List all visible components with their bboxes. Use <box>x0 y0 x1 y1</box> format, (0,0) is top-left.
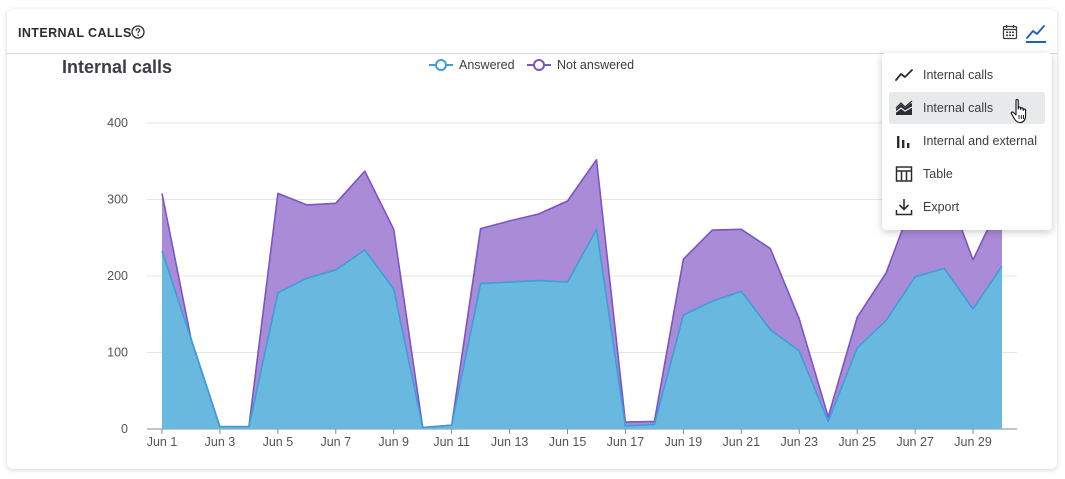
chart-type-button[interactable] <box>1025 22 1047 44</box>
x-tick-label: Jun 1 <box>147 435 178 449</box>
menu-item-label: Export <box>923 200 960 214</box>
x-tick-label: Jun 9 <box>378 435 409 449</box>
legend-label-not-answered: Not answered <box>557 58 634 72</box>
help-circle-icon[interactable] <box>131 25 145 39</box>
y-tick-label: 300 <box>107 193 128 207</box>
legend: Answered Not answered <box>429 58 634 72</box>
download-icon <box>895 199 913 216</box>
area-answered <box>162 229 1002 429</box>
x-tick-label: Jun 15 <box>549 435 587 449</box>
active-underline <box>1026 41 1046 43</box>
x-tick-label: Jun 29 <box>954 435 992 449</box>
series-line-answered <box>161 228 1003 429</box>
x-tick-label: Jun 11 <box>433 435 470 449</box>
y-tick-label: 400 <box>107 116 128 130</box>
y-tick-label: 100 <box>107 346 128 360</box>
y-tick-label: 200 <box>107 269 128 283</box>
table-icon <box>895 166 913 182</box>
x-tick-label: Jun 19 <box>665 435 703 449</box>
y-tick-label: 0 <box>121 422 128 436</box>
x-tick-label: Jun 3 <box>205 435 236 449</box>
legend-item-answered[interactable]: Answered <box>429 58 515 72</box>
x-tick-label: Jun 7 <box>320 435 351 449</box>
menu-item-internal-and-external[interactable]: Internal and external <box>889 125 1045 157</box>
x-tick-label: Jun 13 <box>491 435 529 449</box>
x-tick-label: Jun 23 <box>780 435 818 449</box>
x-tick-label: Jun 5 <box>263 435 294 449</box>
menu-item-internal-calls-line[interactable]: Internal calls <box>889 59 1045 91</box>
x-tick-label: Jun 27 <box>896 435 934 449</box>
x-tick-label: Jun 25 <box>838 435 876 449</box>
chart-title: Internal calls <box>62 57 172 77</box>
series-line-not-answered <box>161 158 1003 429</box>
line-chart-icon <box>1026 25 1045 39</box>
menu-item-label: Internal and external <box>923 134 1037 148</box>
line-chart-icon <box>895 69 913 81</box>
card-header: INTERNAL CALLS <box>7 9 1057 54</box>
card-title: INTERNAL CALLS <box>18 26 132 40</box>
menu-item-table[interactable]: Table <box>889 158 1045 190</box>
x-tick-label: Jun 17 <box>607 435 645 449</box>
menu-item-label: Internal calls <box>923 101 994 115</box>
x-tick-label: Jun 21 <box>723 435 761 449</box>
calendar-icon[interactable] <box>1002 24 1018 40</box>
menu-item-label: Table <box>923 167 953 181</box>
bar-chart-icon <box>897 136 910 148</box>
menu-item-label: Internal calls <box>923 68 994 82</box>
chart-type-menu: Internal calls Internal calls Internal a… <box>882 53 1052 230</box>
area-chart-icon <box>895 100 913 115</box>
legend-label-answered: Answered <box>459 58 515 72</box>
hand-pointer-cursor-icon <box>1010 98 1027 124</box>
legend-item-not-answered[interactable]: Not answered <box>527 58 634 72</box>
menu-item-export[interactable]: Export <box>889 191 1045 223</box>
